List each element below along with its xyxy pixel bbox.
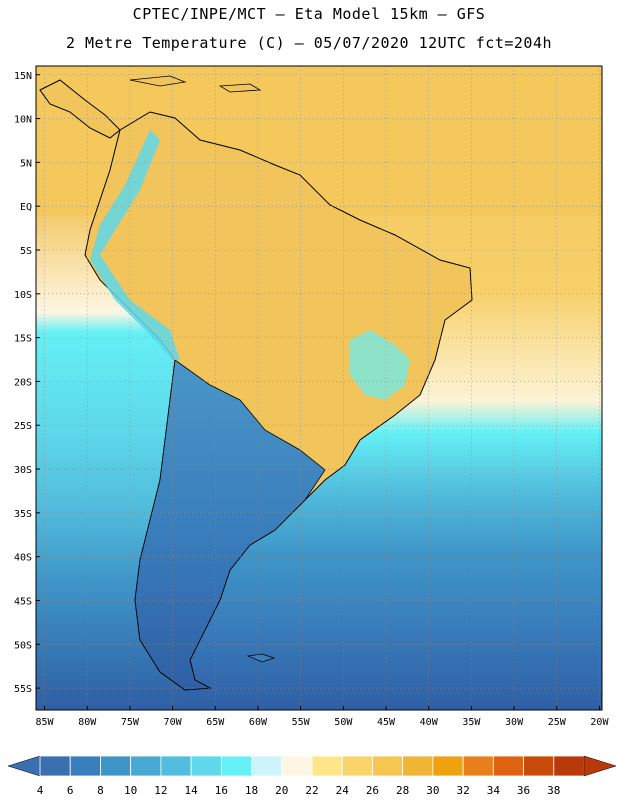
colorbar-label: 6 bbox=[67, 784, 74, 797]
lat-label: 40S bbox=[14, 553, 32, 564]
colorbar-label: 14 bbox=[184, 784, 198, 797]
lat-label: 15N bbox=[14, 71, 32, 82]
colorbar-swatch bbox=[462, 755, 494, 777]
lon-label: 30W bbox=[505, 717, 524, 728]
colorbar-swatch bbox=[281, 755, 313, 777]
lon-label: 75W bbox=[121, 717, 140, 728]
lon-label: 25W bbox=[548, 717, 567, 728]
colorbar-label: 24 bbox=[336, 784, 350, 797]
lat-label: 15S bbox=[14, 334, 32, 345]
colorbar-swatch bbox=[251, 755, 283, 777]
colorbar-label: 32 bbox=[456, 784, 469, 797]
lon-label: 40W bbox=[420, 717, 439, 728]
colorbar-swatch bbox=[311, 755, 343, 777]
lat-label: 55S bbox=[14, 684, 32, 695]
colorbar-swatch bbox=[523, 755, 555, 777]
falkland-islands bbox=[246, 653, 276, 663]
lat-label: 45S bbox=[14, 596, 32, 607]
colorbar-label: 38 bbox=[547, 784, 560, 797]
colorbar-label: 26 bbox=[366, 784, 379, 797]
lat-label: EQ bbox=[20, 202, 32, 213]
colorbar-label: 34 bbox=[487, 784, 501, 797]
colorbar-swatch bbox=[69, 755, 101, 777]
lat-label: 20S bbox=[14, 377, 32, 388]
lon-label: 65W bbox=[206, 717, 225, 728]
lat-label: 25S bbox=[14, 421, 32, 432]
colorbar-swatch bbox=[220, 755, 252, 777]
lon-label: 80W bbox=[78, 717, 97, 728]
colorbar-label: 28 bbox=[396, 784, 409, 797]
lon-label: 20W bbox=[590, 717, 609, 728]
andes-cold-stripe bbox=[90, 130, 180, 360]
map-title-model: CPTEC/INPE/MCT – Eta Model 15km – GFS bbox=[132, 5, 486, 23]
lon-label: 70W bbox=[164, 717, 183, 728]
colorbar: 4 6 8 10 12 14 16 18 20 22 24 26 28 30 32 34 36 38 bbox=[7, 755, 617, 797]
colorbar-arrow-low bbox=[7, 755, 41, 777]
colorbar-arrow-high bbox=[583, 755, 617, 777]
lon-label: 35W bbox=[462, 717, 481, 728]
gridlines bbox=[36, 66, 602, 710]
colorbar-swatch bbox=[130, 755, 162, 777]
colorbar-label: 20 bbox=[275, 784, 288, 797]
colorbar-label: 30 bbox=[426, 784, 439, 797]
colorbar-swatch bbox=[100, 755, 132, 777]
colorbar-swatch bbox=[372, 755, 404, 777]
colorbar-label: 16 bbox=[215, 784, 228, 797]
southern-cold-land bbox=[134, 359, 326, 691]
lat-label: 10S bbox=[14, 290, 32, 301]
colorbar-swatch bbox=[553, 755, 585, 777]
colorbar-label: 10 bbox=[124, 784, 137, 797]
lon-label: 85W bbox=[36, 717, 55, 728]
colorbar-swatch bbox=[39, 755, 71, 777]
colorbar-label: 22 bbox=[305, 784, 318, 797]
colorbar-swatch bbox=[160, 755, 192, 777]
lat-label: 50S bbox=[14, 640, 32, 651]
colorbar-label: 36 bbox=[517, 784, 530, 797]
map-field bbox=[36, 66, 602, 710]
colorbar-swatch bbox=[190, 755, 222, 777]
latitude-labels: 15N 10N 5N EQ 5S 10S 15S 20S 25S 30S 35S 40S 45S 50S 5… bbox=[14, 71, 40, 695]
colorbar-swatch bbox=[341, 755, 373, 777]
longitude-labels: 85W 80W 75W 70W 65W 60W 55W 50W 45W 40W 35W 30W 25W 2… bbox=[36, 706, 609, 728]
lon-label: 60W bbox=[249, 717, 268, 728]
central-america bbox=[39, 79, 121, 139]
colorbar-swatch bbox=[432, 755, 464, 777]
lon-label: 55W bbox=[292, 717, 311, 728]
lon-label: 45W bbox=[377, 717, 396, 728]
lat-label: 35S bbox=[14, 509, 32, 520]
lat-label: 5S bbox=[20, 246, 32, 257]
colorbar-label: 18 bbox=[245, 784, 258, 797]
colorbar-label: 8 bbox=[97, 784, 104, 797]
caribbean-islands bbox=[129, 75, 262, 93]
colorbar-label: 12 bbox=[154, 784, 167, 797]
brazil-highlands-cool bbox=[350, 330, 410, 400]
lon-label: 50W bbox=[334, 717, 353, 728]
lat-label: 5N bbox=[20, 158, 32, 169]
lat-label: 30S bbox=[14, 465, 32, 476]
colorbar-label: 4 bbox=[37, 784, 44, 797]
map-title-field: 2 Metre Temperature (C) – 05/07/2020 12U… bbox=[65, 34, 553, 52]
colorbar-swatch bbox=[402, 755, 434, 777]
lat-label: 10N bbox=[14, 115, 32, 126]
map-frame bbox=[35, 65, 603, 711]
colorbar-swatch bbox=[492, 755, 524, 777]
